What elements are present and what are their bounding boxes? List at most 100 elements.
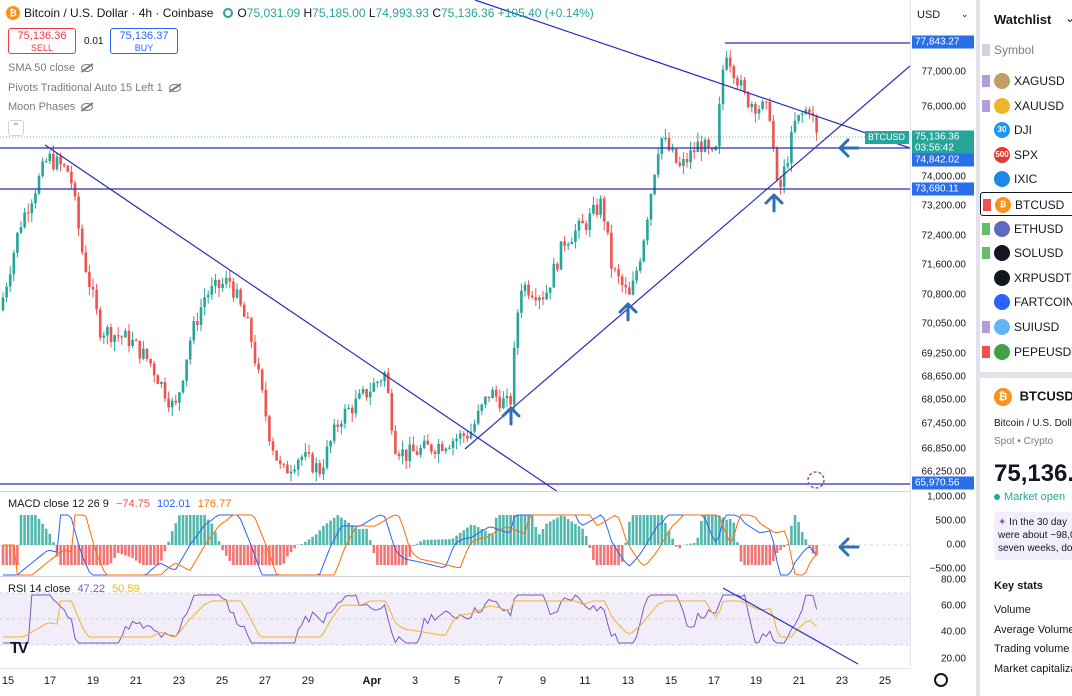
watchlist-item-xauusd[interactable]: XAUUSD (980, 94, 1072, 118)
flag-icon[interactable] (982, 99, 990, 112)
macd-histogram-bar (638, 515, 642, 545)
candle-body (480, 404, 484, 411)
macd-histogram-bar (127, 545, 131, 557)
hidden-eye-icon[interactable] (81, 103, 94, 111)
indicator-sma[interactable]: SMA 50 close (8, 62, 94, 74)
flag-icon[interactable] (982, 321, 990, 333)
watchlist-sidebar: Watchlist ⌄ Symbol XAGUSD XAUUSD 30 DJI 500 S… (976, 0, 1072, 696)
watchlist-item-dji[interactable]: 30 DJI (980, 118, 1072, 142)
candle-body (217, 279, 221, 289)
column-header-symbol[interactable]: Symbol (980, 40, 1072, 60)
buy-button[interactable]: 75,136.37 BUY (110, 28, 178, 54)
pane-separator[interactable] (0, 491, 974, 492)
watchlist-item-spx[interactable]: 500 SPX (980, 143, 1072, 167)
sell-button[interactable]: 75,136.36 SELL (8, 28, 76, 54)
candle-body (574, 230, 577, 242)
candle-body (732, 66, 736, 79)
macd-histogram-bar (664, 523, 667, 545)
candle-body (102, 335, 106, 338)
candle-body (484, 396, 487, 405)
time-axis[interactable]: 15 17 19 21 23 25 27 29 Apr 3 5 7 9 11 1… (0, 668, 910, 696)
macd-histogram-bar (559, 515, 563, 545)
macd-histogram-bar (264, 545, 268, 565)
market-status: Market open (994, 491, 1065, 503)
flag-icon[interactable] (982, 247, 990, 260)
watchlist-item-btcusd[interactable]: ₿ BTCUSD (980, 192, 1072, 216)
macd-histogram-bar (77, 545, 80, 565)
collapse-legend-icon[interactable]: ⌃ (8, 120, 24, 136)
pane-separator[interactable] (0, 576, 974, 577)
indicator-moon-phases[interactable]: Moon Phases (8, 101, 94, 113)
macd-histogram-bar (516, 515, 520, 545)
watchlist-item-solusd[interactable]: SOLUSD (980, 241, 1072, 265)
candle-body (509, 395, 512, 405)
candle-body (214, 279, 217, 286)
macd-histogram-bar (415, 543, 419, 545)
symbol-title[interactable]: Bitcoin / U.S. Dollar · 4h · Coinbase (24, 6, 214, 20)
macd-histogram-bar (761, 545, 764, 565)
watchlist-title[interactable]: Watchlist (994, 12, 1052, 27)
macd-histogram-bar (656, 515, 660, 545)
macd-histogram-bar (336, 515, 340, 545)
watchlist-symbol: DJI (1014, 123, 1032, 138)
macd-histogram-bar (422, 539, 426, 545)
flag-icon[interactable] (983, 199, 991, 211)
watchlist-item-ethusd[interactable]: ETHUSD (980, 217, 1072, 241)
macd-histogram-bar (718, 515, 721, 545)
time-tick: 15 (664, 675, 678, 687)
suiusd-icon (994, 319, 1010, 335)
indicator-pivots[interactable]: Pivots Traditional Auto 15 Left 1 (8, 82, 181, 94)
watchlist-item-fartcoinusdt[interactable]: FARTCOINUSDT (980, 290, 1072, 314)
watchlist-item-suiusd[interactable]: SUIUSD (980, 315, 1072, 339)
candle-body (631, 280, 635, 295)
hidden-eye-icon[interactable] (168, 84, 181, 92)
watchlist-item-xagusd[interactable]: XAGUSD (980, 69, 1072, 93)
macd-histogram-bar (570, 521, 574, 545)
candle-body (289, 471, 293, 474)
panel-separator[interactable] (980, 372, 1072, 378)
candle-body (710, 148, 714, 151)
news-card[interactable]: ✦ In the 30 day were about −98,0 seven w… (994, 512, 1072, 560)
macd-histogram-bar (678, 545, 682, 549)
candle-body (800, 113, 804, 115)
macd-histogram-bar (196, 515, 199, 545)
flag-icon[interactable] (982, 222, 990, 235)
candle-body (606, 221, 610, 233)
gear-icon[interactable] (934, 673, 948, 687)
flag-icon[interactable] (982, 75, 990, 87)
detail-symbol[interactable]: ₿ BTCUSD (994, 388, 1072, 406)
currency-selector[interactable]: USD ⌄ (917, 9, 969, 21)
candle-body (581, 220, 584, 224)
macd-histogram-bar (304, 541, 307, 545)
candle-body (638, 261, 642, 271)
chevron-down-icon[interactable]: ⌄ (1065, 11, 1072, 25)
macd-histogram-bar (210, 523, 214, 545)
macd-legend[interactable]: MACD close 12 26 9 −74.75 102.01 176.77 (8, 498, 232, 510)
watchlist-item-ixic[interactable]: IXIC (980, 167, 1072, 191)
macd-histogram-bar (599, 545, 602, 565)
macd-histogram-bar (257, 545, 260, 565)
rsi-legend[interactable]: RSI 14 close 47.22 50.59 (8, 583, 140, 595)
macd-histogram-bar (163, 545, 167, 552)
watchlist-item-pepeusdt[interactable]: PEPEUSDT (980, 340, 1072, 364)
time-tick: 5 (453, 675, 461, 687)
time-tick: 29 (301, 675, 315, 687)
macd-histogram-bar (595, 545, 599, 565)
macd-histogram-bar (505, 515, 509, 545)
hidden-eye-icon[interactable] (81, 64, 94, 72)
macd-histogram-bar (808, 545, 811, 547)
chart-canvas[interactable] (0, 0, 910, 668)
macd-histogram-bar (232, 545, 235, 565)
candle-body (786, 163, 790, 167)
candle-body (242, 304, 246, 317)
candle-body (70, 171, 73, 184)
chart-area[interactable]: ₿ Bitcoin / U.S. Dollar · 4h · Coinbase … (0, 0, 910, 668)
macd-histogram-bar (152, 545, 156, 565)
tradingview-logo[interactable]: TV (10, 640, 29, 657)
macd-histogram-bar (70, 545, 73, 565)
watchlist-item-xrpusdt[interactable]: XRPUSDT (980, 266, 1072, 290)
xauusd-icon (994, 97, 1010, 114)
flag-icon[interactable] (982, 345, 990, 358)
price-axis[interactable]: USD ⌄ 77,000.00 76,000.00 74,000.00 73,2… (910, 0, 974, 668)
macd-histogram-bar (538, 534, 541, 545)
